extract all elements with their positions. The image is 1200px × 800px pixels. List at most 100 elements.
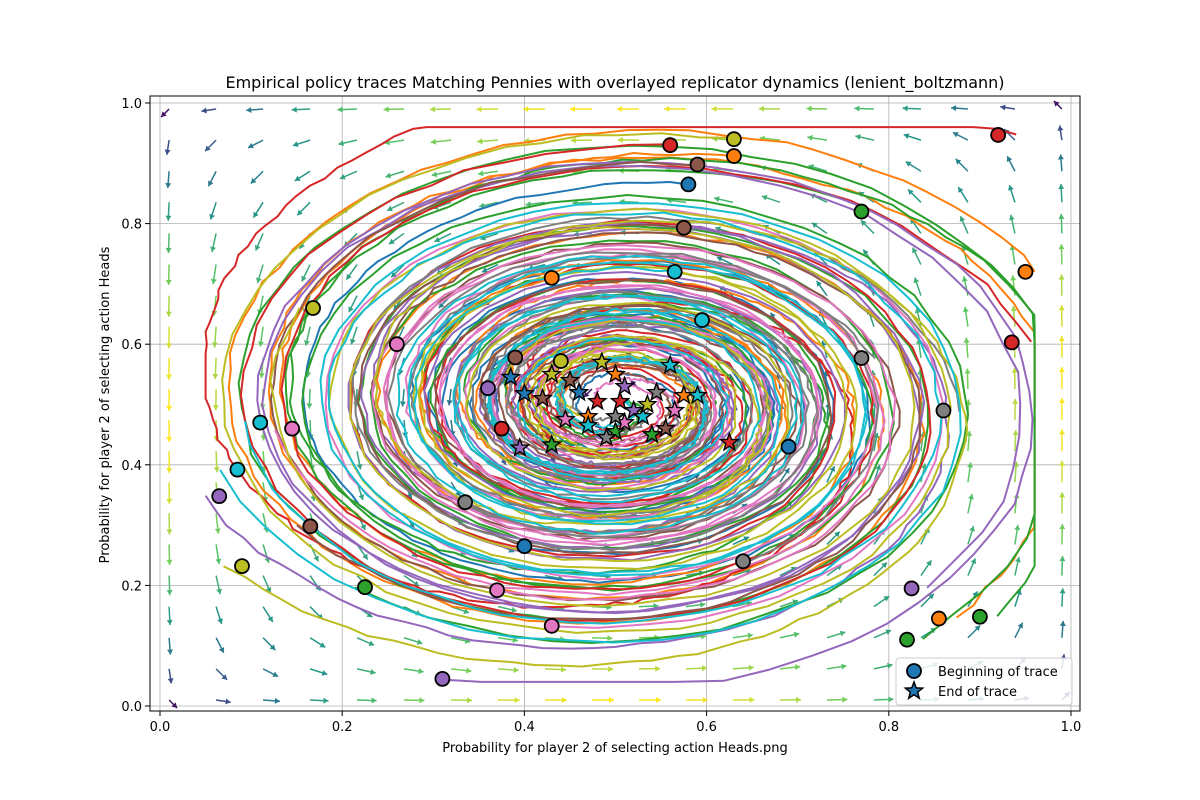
quiver-arrow bbox=[211, 326, 218, 348]
trace-start-marker bbox=[489, 582, 505, 599]
quiver-arrow bbox=[570, 106, 593, 113]
quiver-arrow bbox=[292, 139, 311, 147]
quiver-arrow bbox=[339, 170, 358, 180]
quiver-arrow bbox=[1059, 620, 1066, 638]
trace-start-marker bbox=[302, 518, 319, 535]
policy-traces bbox=[204, 126, 1036, 683]
quiver-arrow bbox=[209, 202, 217, 220]
quiver-arrow bbox=[732, 536, 750, 546]
quiver-arrow bbox=[826, 465, 836, 483]
quiver-arrow bbox=[431, 170, 452, 178]
quiver-arrow bbox=[1010, 305, 1017, 327]
quiver-arrow bbox=[166, 606, 173, 626]
quiver-arrow bbox=[732, 696, 755, 703]
policy-trace bbox=[382, 244, 897, 601]
trace-start-marker bbox=[284, 420, 300, 437]
quiver-arrow bbox=[914, 307, 922, 327]
legend-end-label: End of trace bbox=[938, 685, 1017, 700]
quiver-arrow bbox=[591, 666, 614, 673]
quiver-arrow bbox=[952, 131, 969, 141]
quiver-arrow bbox=[386, 201, 405, 212]
trace-start-marker bbox=[662, 137, 679, 154]
legend-end-marker bbox=[903, 679, 925, 701]
quiver-arrow bbox=[826, 531, 841, 545]
policy-trace bbox=[219, 202, 962, 644]
quiver-arrow bbox=[303, 326, 311, 346]
quiver-arrow bbox=[349, 326, 358, 345]
quiver-arrow bbox=[1058, 398, 1065, 421]
trace-start-marker bbox=[357, 579, 373, 596]
quiver-arrow bbox=[873, 595, 890, 608]
trace-start-marker bbox=[935, 402, 952, 419]
quiver-arrow bbox=[716, 256, 734, 266]
quiver-arrow bbox=[1059, 556, 1066, 576]
legend: Beginning of trace End of trace bbox=[895, 657, 1073, 706]
policy-trace bbox=[244, 211, 943, 625]
quiver-arrow bbox=[167, 637, 174, 655]
trace-start-marker bbox=[666, 263, 683, 280]
quiver-arrow bbox=[967, 493, 974, 514]
x-tick-label: 0.6 bbox=[696, 720, 717, 735]
trace-end-marker bbox=[659, 354, 681, 375]
trace-start-marker bbox=[689, 156, 706, 173]
quiver-arrow bbox=[525, 201, 546, 208]
y-tick-label: 0.0 bbox=[121, 700, 142, 715]
trace-start-marker bbox=[899, 631, 915, 648]
trace-end-marker bbox=[532, 387, 554, 408]
quiver-arrow bbox=[1014, 524, 1021, 545]
trace-end-marker bbox=[577, 414, 599, 435]
legend-start-marker bbox=[906, 663, 922, 679]
quiver-arrow bbox=[826, 663, 847, 670]
trace-start-marker bbox=[229, 461, 246, 478]
trace-end-marker bbox=[641, 423, 663, 444]
quiver-arrow bbox=[523, 106, 546, 113]
policy-trace bbox=[301, 181, 871, 584]
quiver-arrow bbox=[166, 420, 173, 443]
quiver-arrow bbox=[1009, 244, 1016, 265]
quiver-arrow bbox=[165, 264, 172, 285]
trace-end-marker bbox=[568, 381, 590, 402]
quiver-arrow bbox=[403, 637, 423, 645]
quiver-arrow bbox=[959, 215, 969, 234]
quiver-arrow bbox=[713, 196, 734, 204]
trace-end-marker bbox=[591, 351, 613, 372]
quiver-arrow bbox=[1008, 184, 1016, 203]
quiver-arrow bbox=[912, 247, 922, 265]
trace-end-marker bbox=[718, 431, 740, 452]
trace-start-marker bbox=[480, 380, 496, 397]
policy-trace bbox=[269, 226, 916, 608]
quiver-arrow bbox=[1058, 274, 1065, 296]
quiver-arrow bbox=[338, 139, 358, 147]
plot-border bbox=[149, 95, 1081, 712]
policy-trace bbox=[204, 126, 1017, 609]
quiver-arrow bbox=[294, 170, 311, 182]
quiver-arrow bbox=[215, 668, 228, 681]
trace-end-marker bbox=[686, 384, 708, 405]
quiver-arrow bbox=[963, 337, 970, 358]
trace-end-marker bbox=[664, 399, 686, 420]
trace-start-marker bbox=[780, 438, 797, 455]
quiver-arrow bbox=[711, 105, 733, 112]
trace-start-marker bbox=[972, 608, 988, 625]
quiver-arrow bbox=[165, 171, 172, 189]
quiver-arrow bbox=[807, 134, 828, 141]
quiver-arrow bbox=[1057, 154, 1064, 172]
quiver-arrow bbox=[779, 664, 801, 671]
quiver-arrow bbox=[356, 544, 369, 560]
quiver-arrow bbox=[166, 357, 173, 380]
trace-end-marker bbox=[604, 405, 627, 426]
quiver-arrow bbox=[497, 667, 519, 674]
chart-title: Empirical policy traces Matching Pennies… bbox=[225, 73, 1004, 93]
quiver-arrow bbox=[905, 160, 922, 172]
quiver-arrow bbox=[592, 697, 615, 704]
policy-trace bbox=[413, 266, 799, 526]
quiver-arrow bbox=[779, 696, 802, 703]
policy-trace bbox=[407, 254, 876, 519]
quiver-arrow bbox=[860, 219, 875, 234]
trace-start-marker bbox=[903, 580, 920, 597]
quiver-arrow bbox=[1011, 367, 1018, 389]
trace-start-marker bbox=[1017, 263, 1034, 280]
quiver-arrow bbox=[955, 158, 969, 172]
trace-start-marker bbox=[305, 300, 321, 316]
quiver-arrow bbox=[478, 170, 499, 177]
